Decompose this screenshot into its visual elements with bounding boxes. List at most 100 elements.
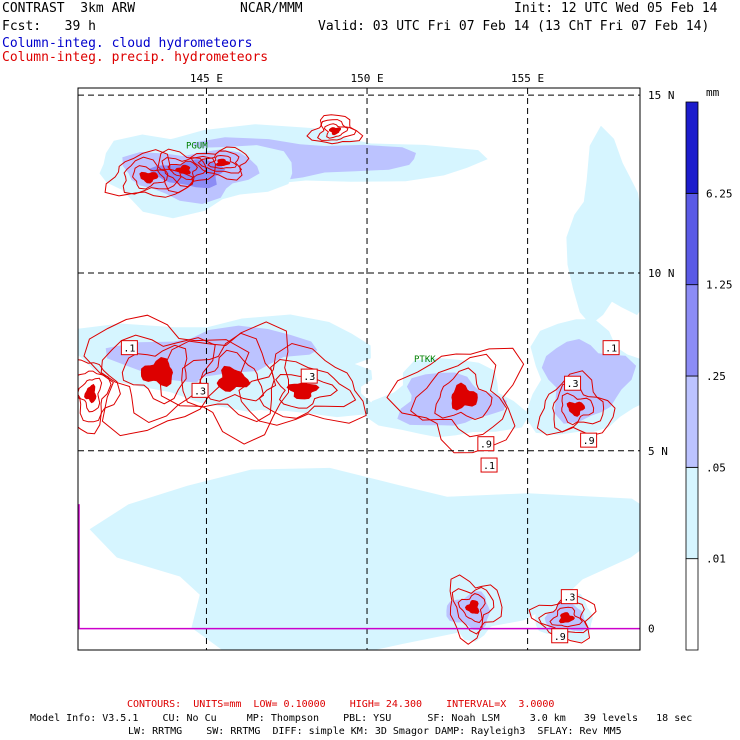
cloud-region <box>89 467 640 650</box>
contour-label-text: .3 <box>567 379 579 390</box>
colorbar-segment <box>685 558 699 651</box>
station-layer: PGUM PTKK <box>186 141 436 364</box>
station-label: PTKK <box>414 355 436 365</box>
precip-contour <box>323 123 349 139</box>
contour-label-box <box>480 457 498 473</box>
precip-contour <box>189 146 250 181</box>
contour-label: .9 <box>551 628 569 644</box>
contour-label-box <box>564 375 582 391</box>
precip-contour <box>306 114 364 145</box>
contour-label-box <box>580 432 598 448</box>
contour-label-box <box>191 382 209 398</box>
precip-layer <box>78 114 616 645</box>
colorbar-units: mm <box>706 86 720 99</box>
precip-contour <box>386 347 525 454</box>
precip-contour <box>199 349 265 402</box>
contour-label-text: .9 <box>480 440 492 451</box>
field-cloud-label: Column-integ. cloud hydrometeors <box>2 36 253 51</box>
contour-label-text: .3 <box>194 386 206 397</box>
precip-contour <box>216 365 251 392</box>
contour-label: .9 <box>580 432 598 448</box>
colorbar-segment <box>685 466 699 560</box>
precip-contour <box>549 606 583 628</box>
precip-contour <box>139 171 159 184</box>
precip-contour <box>410 353 508 438</box>
colorbar-segment <box>685 101 699 194</box>
precip-contour <box>78 370 112 423</box>
contour-label: .9 <box>477 436 495 452</box>
y-tick-label: 10 N <box>648 267 675 280</box>
model-info-line2: LW: RRTMG SW: RRTMG DIFF: simple KM: 3D … <box>128 726 622 737</box>
contour-label-text: .1 <box>605 344 617 355</box>
precip-contour <box>558 612 576 624</box>
contour-label-text: .3 <box>563 593 575 604</box>
colorbar-tick-label: 1.25 <box>706 279 733 292</box>
contour-label-box <box>477 436 495 452</box>
colorbar-segment <box>685 375 699 468</box>
precip-contour <box>197 150 243 174</box>
contour-label-text: .9 <box>554 632 566 643</box>
precip-contour <box>132 165 169 190</box>
contour-label-text: .1 <box>483 461 495 472</box>
precip-contour <box>538 600 590 634</box>
precip-contour <box>174 164 191 175</box>
x-tick-label: 150 E <box>350 72 383 85</box>
cloud-region <box>541 339 637 424</box>
contours-info: CONTOURS: UNITS=mm LOW= 0.10000 HIGH= 24… <box>127 699 555 710</box>
precip-contour <box>286 382 320 400</box>
precip-contour <box>258 358 357 419</box>
organization: NCAR/MMM <box>240 1 303 16</box>
grid-layer <box>78 88 640 650</box>
precip-contour <box>181 332 275 423</box>
precip-contour <box>159 321 289 445</box>
cloud-region <box>566 125 640 325</box>
precip-contour <box>328 127 342 136</box>
x-tick-label: 145 E <box>190 72 223 85</box>
precip-contour <box>451 382 478 411</box>
contour-label-box <box>300 368 318 384</box>
precip-contour <box>84 383 97 404</box>
field-precip-label: Column-integ. precip. hydrometeors <box>2 50 269 65</box>
precip-contour <box>215 158 231 167</box>
precip-contour <box>161 157 207 188</box>
precip-contour <box>457 593 486 624</box>
init-time: Init: 12 UTC Wed 05 Feb 14 <box>514 1 718 16</box>
y-tick-label: 0 <box>648 623 655 636</box>
colorbar-tick-label: .25 <box>706 370 726 383</box>
tick-layer: 145 E 150 E 155 E 15 N 10 N 5 N 0 <box>190 72 675 636</box>
contour-label: .3 <box>191 382 209 398</box>
colorbar-segment <box>685 284 699 377</box>
precip-contour <box>167 160 198 181</box>
forecast-hour: Fcst: 39 h <box>2 19 96 34</box>
colorbar-segment <box>685 192 699 286</box>
y-tick-label: 15 N <box>648 89 675 102</box>
colorbar-tick-label: .05 <box>706 461 726 474</box>
contour-label-text: .3 <box>303 372 315 383</box>
contour-label-box <box>602 340 620 356</box>
precip-contour <box>464 599 480 614</box>
colorbar: mm .01 .05 .25 1.25 6.25 <box>685 86 733 651</box>
precip-contour <box>434 367 493 421</box>
contour-label: .1 <box>120 340 138 356</box>
precip-contour <box>83 314 250 437</box>
map-frame <box>77 87 641 651</box>
precip-contour <box>238 342 367 426</box>
contour-label-box <box>120 340 138 356</box>
model-name: CONTRAST 3km ARW <box>2 1 136 16</box>
contour-label: .3 <box>560 589 578 605</box>
precip-contour <box>78 359 121 435</box>
contour-label: .1 <box>602 340 620 356</box>
precip-contour <box>78 377 103 413</box>
contour-label-layer: .1 .3 .3 .9 .1 .3 .9 .1 .3 .9 <box>120 340 620 644</box>
model-info-line1: Model Info: V3.5.1 CU: No Cu MP: Thompso… <box>30 713 693 724</box>
colorbar-tick-label: 6.25 <box>706 187 733 200</box>
colorbar-tick-label: .01 <box>706 553 726 566</box>
precip-contour <box>561 392 595 426</box>
x-tick-label: 155 E <box>511 72 544 85</box>
contour-label: .1 <box>480 457 498 473</box>
precip-contour <box>316 119 357 141</box>
station-label: PGUM <box>186 141 208 151</box>
valid-time: Valid: 03 UTC Fri 07 Feb 14 (13 ChT Fri … <box>318 19 710 34</box>
precip-contour <box>100 334 216 424</box>
